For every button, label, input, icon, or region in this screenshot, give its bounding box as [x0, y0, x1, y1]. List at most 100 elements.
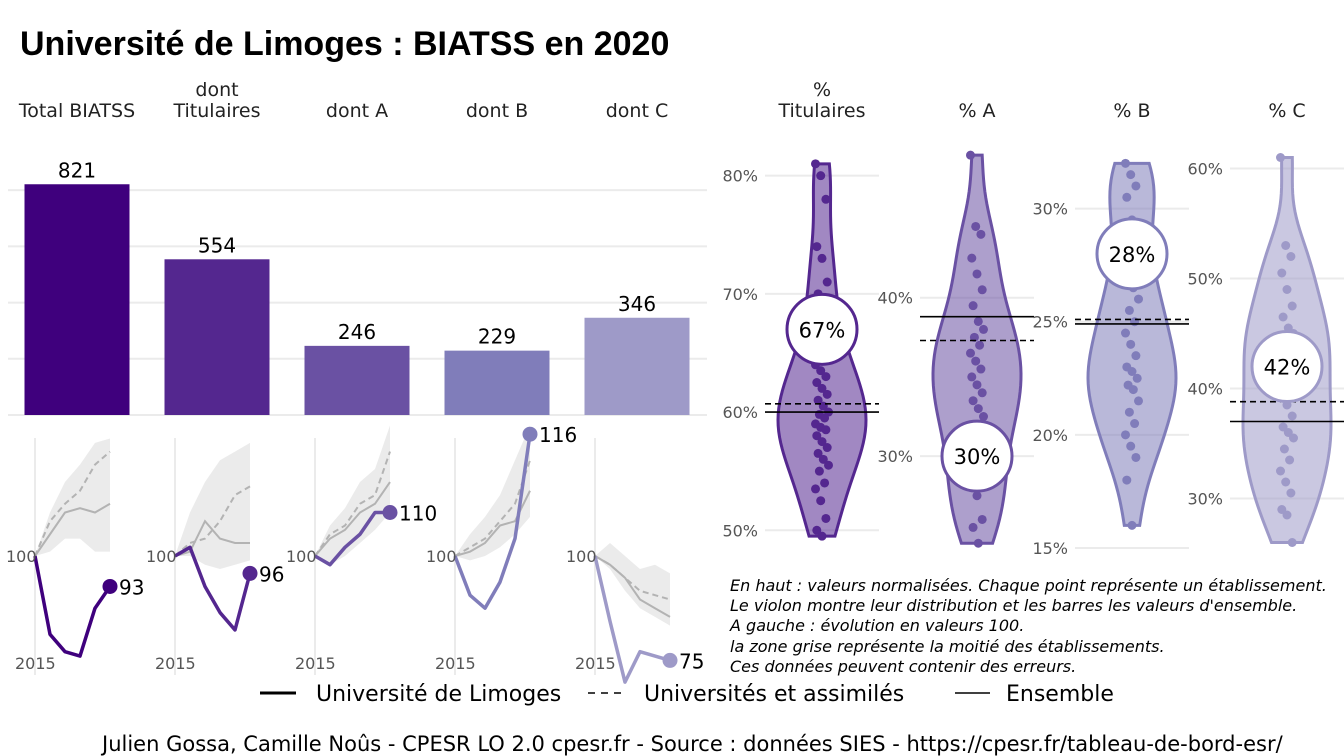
establishment-point [1276, 466, 1285, 476]
establishment-point [972, 380, 982, 390]
establishment-point [1287, 411, 1297, 421]
note-line: Ces données peuvent contenir des erreurs… [730, 657, 1076, 676]
establishment-point [817, 437, 827, 447]
establishment-point [1128, 385, 1138, 395]
establishment-point [968, 522, 978, 532]
establishment-point [1277, 268, 1287, 278]
universites-line [34, 450, 111, 557]
establishment-point [1132, 373, 1142, 383]
iqr-band [315, 425, 390, 565]
note-line: A gauche : évolution en valeurs 100. [729, 616, 1024, 635]
column-header: Total BIATSS [18, 100, 135, 122]
establishment-point [812, 242, 822, 252]
bar [444, 350, 550, 415]
bar [24, 184, 130, 415]
establishment-point [1122, 192, 1132, 202]
establishment-point [967, 372, 977, 382]
establishment-point [973, 404, 983, 414]
establishment-point [820, 478, 830, 488]
legend-label-universites: Universités et assimilés [644, 682, 904, 707]
iqr-band [175, 442, 250, 570]
establishment-point [818, 454, 828, 464]
end-value-label: 75 [679, 649, 704, 673]
establishment-point [1131, 452, 1141, 462]
y-tick-label: 60% [1187, 160, 1223, 179]
establishment-point [817, 383, 827, 393]
column-header: % [813, 79, 831, 101]
bar [304, 345, 410, 415]
column-header: % C [1268, 100, 1305, 122]
y-tick-label: 50% [1187, 270, 1223, 289]
end-point [242, 565, 258, 581]
establishment-point [976, 229, 986, 239]
column-header: Titulaires [778, 100, 866, 122]
x-tick-label: 2015 [155, 654, 196, 673]
establishment-point [1131, 351, 1141, 361]
violin-panel: % B 15% 20% 25% 30% 28% [1032, 100, 1189, 558]
y-tick-label: 100 [426, 547, 457, 566]
establishment-point [817, 531, 827, 541]
evolution-panel: 75 100 2015 [566, 438, 704, 684]
y-tick-label: 50% [722, 521, 758, 540]
bar-value-label: 229 [478, 325, 516, 349]
limoges-line [174, 545, 252, 632]
universites-line [454, 459, 531, 557]
evolution-panel: 116 100 2015 [426, 423, 577, 675]
y-tick-label: 40% [877, 289, 913, 308]
x-tick-label: 2015 [575, 654, 616, 673]
establishment-point [824, 460, 833, 470]
establishment-point [1287, 538, 1297, 547]
column-header: dont C [606, 100, 668, 122]
end-value-label: 93 [119, 575, 144, 599]
establishment-point [817, 253, 827, 263]
establishment-point [976, 364, 986, 374]
establishment-point [816, 171, 826, 181]
establishment-point [1282, 510, 1292, 520]
y-tick-label: 25% [1032, 313, 1068, 332]
note-line: la zone grise représente la moitié des é… [730, 637, 1165, 656]
establishment-point [811, 484, 820, 494]
establishment-point [1121, 430, 1130, 440]
establishment-point [822, 389, 832, 399]
y-tick-label: 15% [1032, 539, 1068, 558]
establishment-point [967, 253, 977, 263]
value-bubble-label: 30% [954, 445, 1001, 469]
establishment-point [973, 538, 983, 548]
establishment-point [973, 316, 983, 326]
limoges-line [33, 555, 112, 658]
y-tick-label: 100 [6, 547, 37, 566]
column-header: % A [958, 100, 995, 122]
universites-line [174, 485, 251, 557]
explanation-note: En haut : valeurs normalisées. Chaque po… [729, 576, 1327, 676]
iqr-band [595, 542, 670, 626]
bar-value-label: 554 [198, 233, 236, 257]
legend-label-ensemble: Ensemble [1006, 682, 1114, 707]
establishment-point [1134, 396, 1143, 406]
establishment-point [971, 356, 981, 366]
establishment-point [1281, 477, 1291, 487]
establishment-point [1282, 285, 1292, 294]
end-value-label: 110 [399, 502, 437, 526]
evolution-panel: 96 100 2015 [146, 438, 284, 675]
x-tick-label: 2015 [435, 654, 476, 673]
limoges-line [593, 555, 671, 684]
column-header: dont B [466, 100, 528, 122]
end-value-label: 96 [259, 562, 284, 586]
y-tick-label: 70% [722, 285, 758, 304]
end-value-label: 116 [539, 423, 577, 447]
establishment-point [813, 395, 823, 405]
violin-panel: % A 30% 40% 30% [877, 100, 1034, 548]
bar-value-label: 821 [58, 158, 96, 182]
establishment-point [968, 396, 978, 406]
value-bubble-label: 28% [1109, 243, 1156, 267]
establishment-point [822, 277, 832, 287]
establishment-point [812, 525, 822, 535]
establishment-point [821, 372, 831, 382]
y-tick-label: 80% [722, 167, 758, 186]
establishment-point [1121, 328, 1130, 338]
value-bubble [940, 419, 1014, 493]
establishment-point [1127, 366, 1137, 376]
end-point [102, 578, 118, 594]
